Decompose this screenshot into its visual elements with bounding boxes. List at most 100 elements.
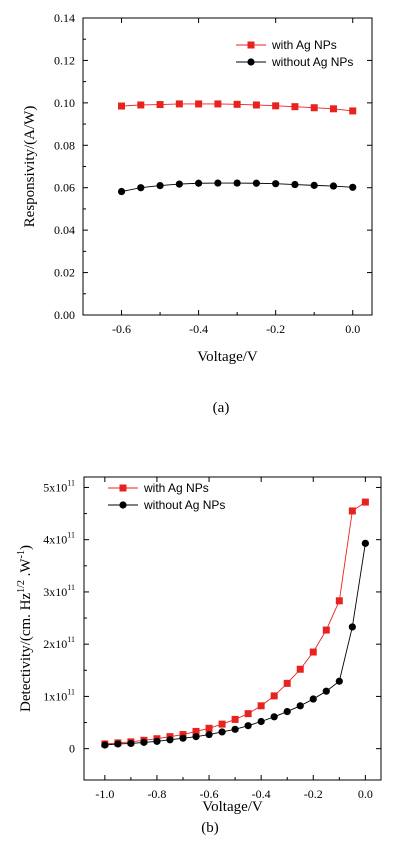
data-point xyxy=(244,710,252,718)
chart-panel-b: -1.0 -0.8 -0.6 -0.4 -0.2 0.0 0 1x1011 2x1011 3x10… xyxy=(16,476,382,815)
data-point xyxy=(349,183,357,191)
data-point xyxy=(156,101,164,109)
y-tick-label: 0.08 xyxy=(54,138,75,152)
data-point xyxy=(175,180,183,188)
legend-entry: with Ag NPs xyxy=(108,481,209,495)
data-point xyxy=(205,724,213,732)
data-point xyxy=(310,104,318,112)
data-point xyxy=(118,102,126,110)
data-point xyxy=(179,731,187,739)
y-tick-label: 0.12 xyxy=(54,53,75,67)
data-point xyxy=(252,179,260,187)
data-point xyxy=(283,679,291,687)
series-line xyxy=(104,501,366,745)
data-point xyxy=(214,100,222,108)
legend-entry: without Ag NPs xyxy=(108,498,225,512)
x-axis-title: Voltage/V xyxy=(202,799,263,815)
data-point xyxy=(195,179,203,187)
data-point xyxy=(309,648,317,656)
data-point xyxy=(140,738,148,746)
y-tick-label: 0 xyxy=(69,742,75,756)
data-point xyxy=(335,677,343,685)
data-point xyxy=(329,105,337,113)
data-point xyxy=(231,715,239,723)
data-point xyxy=(322,626,330,634)
data-point xyxy=(257,717,265,726)
data-point xyxy=(272,102,280,110)
data-point xyxy=(179,734,187,742)
plot-frame xyxy=(83,476,382,781)
data-point xyxy=(322,687,330,695)
data-point xyxy=(296,665,304,673)
data-point xyxy=(127,739,135,748)
legend-entry: with Ag NPs xyxy=(236,38,337,52)
data-point xyxy=(175,100,183,108)
data-point xyxy=(348,623,356,631)
data-point xyxy=(361,539,369,547)
y-tick-label: 5x1011 xyxy=(43,478,75,494)
y-axis-title: Detectivity/(cm. Hz1/2 .W-1) xyxy=(16,545,34,712)
x-tick-label: -0.6 xyxy=(200,787,219,801)
x-tick-label: -1.0 xyxy=(95,787,114,801)
data-point xyxy=(153,737,161,745)
y-tick-label: 1x1011 xyxy=(43,687,75,703)
series-line xyxy=(104,543,366,746)
data-point xyxy=(233,100,241,108)
data-point xyxy=(335,597,343,605)
legend-marker xyxy=(247,41,255,49)
data-point xyxy=(296,702,304,710)
data-point xyxy=(195,100,203,108)
legend-label: without Ag NPs xyxy=(271,55,353,69)
y-tick-label: 0.14 xyxy=(54,11,75,25)
data-point xyxy=(166,736,174,744)
y-tick-label: 2x1011 xyxy=(43,635,75,651)
data-point xyxy=(244,722,252,730)
x-tick-label: -0.4 xyxy=(252,787,271,801)
legend-marker xyxy=(119,501,127,509)
data-point xyxy=(257,702,265,710)
data-point xyxy=(192,727,200,735)
data-point xyxy=(214,179,222,187)
x-axis-title: Voltage/V xyxy=(197,349,258,365)
data-point xyxy=(349,107,357,115)
legend-label: with Ag NPs xyxy=(143,481,209,495)
data-point xyxy=(156,181,164,190)
data-point xyxy=(117,187,126,196)
data-point xyxy=(218,720,226,728)
y-axis-title: Responsivity/(A/W) xyxy=(22,106,38,228)
y-tick-label: 0.00 xyxy=(54,308,75,322)
x-tick-label: -0.2 xyxy=(304,787,323,801)
data-point xyxy=(291,103,299,111)
legend-label: with Ag NPs xyxy=(271,38,337,52)
x-tick-label: 0.0 xyxy=(345,322,360,336)
legend-marker xyxy=(247,58,255,66)
data-point xyxy=(270,692,278,700)
data-point xyxy=(283,707,291,716)
data-point xyxy=(361,498,369,506)
data-point xyxy=(233,179,241,187)
data-point xyxy=(270,713,278,721)
data-point xyxy=(192,733,200,741)
series-without-ag-nps xyxy=(117,179,357,196)
series-with-ag-nps xyxy=(101,498,369,748)
data-point xyxy=(291,180,299,189)
data-point xyxy=(218,728,226,736)
data-point xyxy=(310,181,318,189)
legend-entry: without Ag NPs xyxy=(236,55,353,69)
x-tick-label: -0.8 xyxy=(147,787,166,801)
legend-marker xyxy=(119,484,127,492)
y-tick-label: 0.04 xyxy=(54,223,75,237)
data-point xyxy=(252,101,260,109)
chart-panel-a: -0.6 -0.4 -0.2 0.0 0.00 0.02 0.04 0.06 0.08 0.10 0… xyxy=(22,11,373,365)
y-tick-label: 4x1011 xyxy=(43,531,75,547)
series-with-ag-nps xyxy=(118,100,357,115)
y-tick-label: 0.02 xyxy=(54,266,75,280)
y-tick-label: 3x1011 xyxy=(43,583,75,599)
y-tick-label: 0.10 xyxy=(54,96,75,110)
panel-caption-a: (a) xyxy=(213,400,230,416)
data-point xyxy=(231,725,239,733)
data-point xyxy=(137,101,145,109)
panel-caption-b: (b) xyxy=(201,820,219,836)
data-point xyxy=(329,182,338,190)
